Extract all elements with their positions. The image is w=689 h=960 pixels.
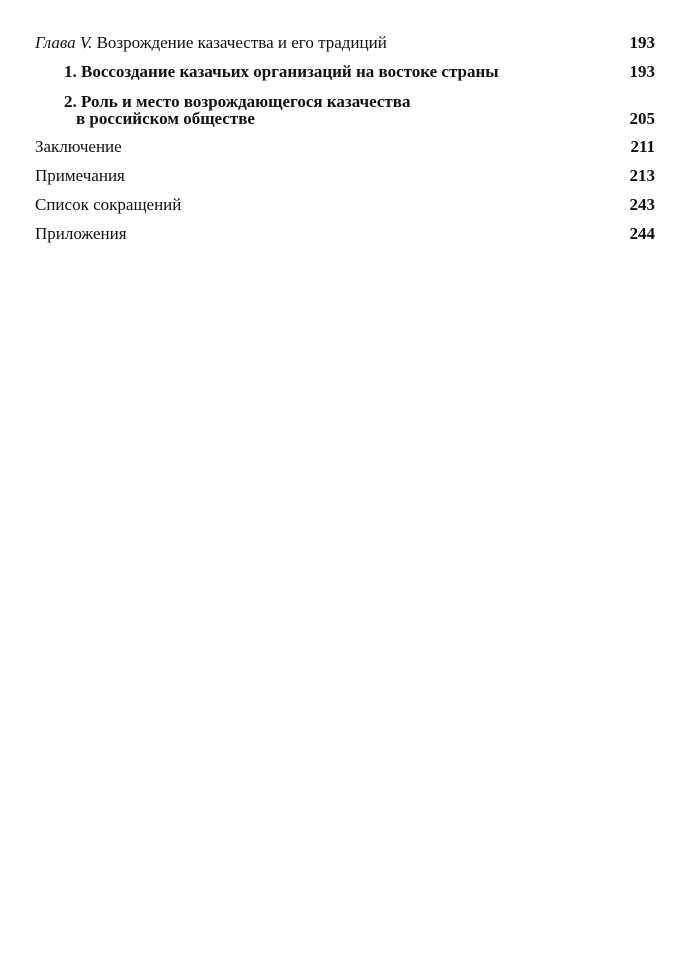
toc-entry-notes: Примечания 213 <box>35 167 655 184</box>
toc-entry-appendices: Приложения 244 <box>35 225 655 242</box>
toc-entry-conclusion: Заключение 211 <box>35 138 655 155</box>
page-number: 211 <box>630 137 655 156</box>
toc-entry-section-2: 2. Роль и место возрождающегося казачест… <box>64 93 655 127</box>
entry-title: 1. Воссоздание казачьих организаций на в… <box>64 62 499 81</box>
toc-entry-chapter-5: Глава V. Возрождение казачества и его тр… <box>35 34 655 51</box>
page-number: 193 <box>629 33 656 52</box>
page-number: 213 <box>629 166 656 185</box>
page-number: 244 <box>629 224 656 243</box>
toc-entry-abbreviations: Список сокращений 243 <box>35 196 655 213</box>
toc-entry-section-1: 1. Воссоздание казачьих организаций на в… <box>64 63 655 80</box>
entry-title: Заключение <box>35 137 122 156</box>
entry-title: Приложения <box>35 224 127 243</box>
chapter-label: Глава V. <box>35 33 93 52</box>
entry-title: Примечания <box>35 166 125 185</box>
entry-title-line-2: в российском обществе <box>76 109 255 128</box>
entry-title: Список сокращений <box>35 195 182 214</box>
page-number: 193 <box>629 62 656 81</box>
entry-title-line-1: 2. Роль и место возрождающегося казачест… <box>64 92 411 111</box>
page-number: 205 <box>629 109 656 128</box>
page-number: 243 <box>629 195 656 214</box>
entry-title: Возрождение казачества и его традиций <box>96 33 387 52</box>
